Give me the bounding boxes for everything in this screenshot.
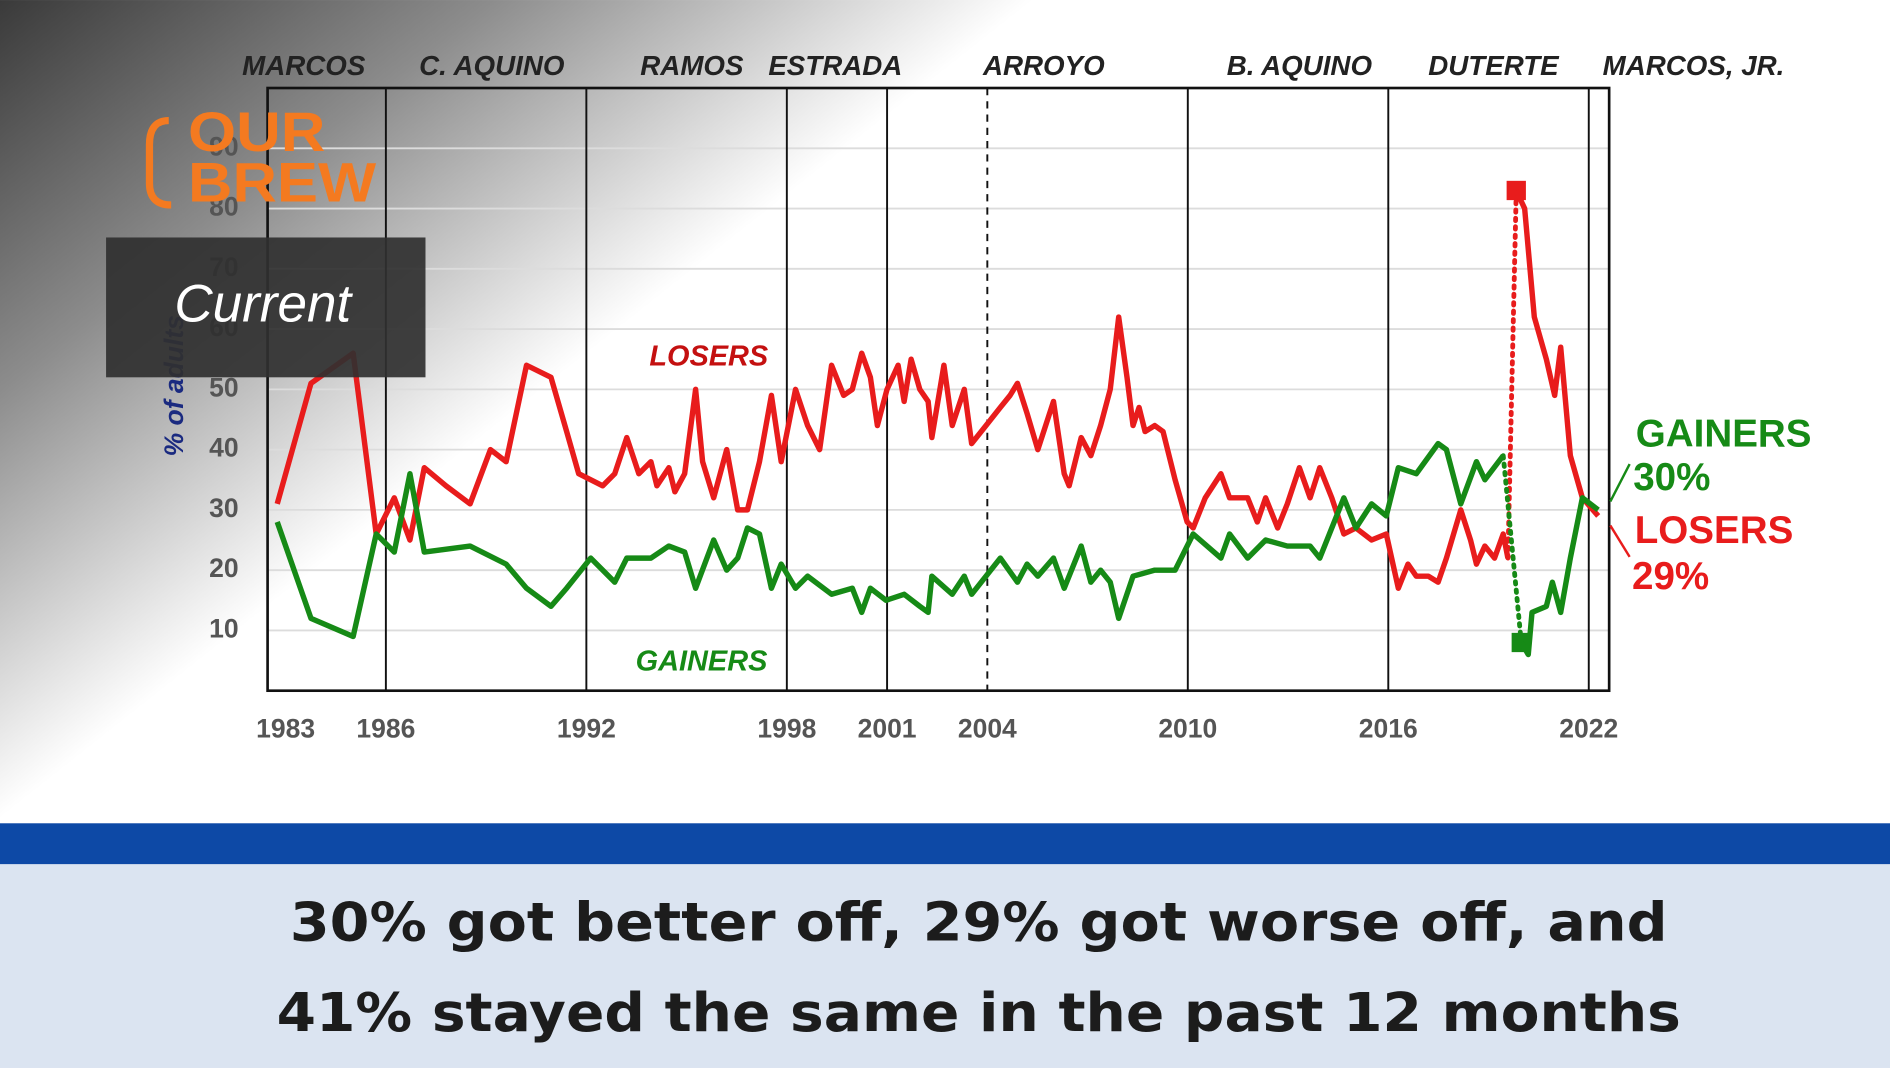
period-label: MARCOS: [242, 50, 366, 81]
caption-line: 41% stayed the same in the past 12 month…: [277, 982, 1681, 1044]
background: [0, 0, 1890, 824]
y-tick-label: 80: [209, 192, 238, 222]
y-tick-label: 30: [209, 493, 238, 523]
pointer: [1609, 463, 1631, 503]
caption-panel: [0, 864, 1890, 1068]
plot-frame: [266, 86, 1611, 693]
y-tick-label: 40: [209, 433, 238, 463]
series-label: GAINERS: [636, 646, 768, 678]
end-value-label: 29%: [1632, 555, 1709, 598]
logo-text: OUR: [188, 101, 325, 163]
y-tick-label: 90: [209, 131, 238, 161]
end-label: GAINERS: [1636, 413, 1812, 456]
badge-box: [106, 237, 426, 378]
blue-band: [0, 823, 1890, 865]
y-tick-label: 50: [209, 372, 238, 402]
end-label: LOSERS: [1635, 509, 1794, 552]
y-tick-label: 10: [209, 613, 238, 643]
period-label: RAMOS: [640, 50, 744, 81]
period-label: MARCOS, JR.: [1603, 50, 1785, 81]
x-tick-label: 2022: [1559, 713, 1618, 743]
series-line: [274, 189, 1601, 591]
x-tick-label: 2010: [1158, 713, 1217, 743]
pointer: [1609, 524, 1631, 558]
period-label: C. AQUINO: [419, 50, 565, 81]
gap-connector: [1500, 453, 1524, 645]
end-value-label: 30%: [1633, 456, 1710, 499]
period-label: DUTERTE: [1428, 50, 1560, 81]
series-line: [274, 440, 1600, 658]
caption-line: 30% got better off, 29% got worse off, a…: [290, 891, 1668, 953]
x-tick-label: 1992: [557, 713, 616, 743]
logo-cup: [145, 116, 172, 209]
logo: OUR BREW: [145, 101, 377, 213]
logo-text: BREW: [188, 151, 377, 213]
x-tick-label: 2004: [958, 713, 1017, 743]
x-tick-label: 1998: [757, 713, 816, 743]
period-label: B. AQUINO: [1227, 50, 1373, 81]
x-tick-label: 2016: [1359, 713, 1418, 743]
plot: 1020304050607080901983198619921998200120…: [159, 50, 1812, 744]
period-label: ARROYO: [982, 50, 1105, 81]
y-tick-label: 20: [209, 553, 238, 583]
badge: Current: [174, 274, 353, 333]
series-label: LOSERS: [649, 341, 768, 373]
period-label: ESTRADA: [768, 50, 902, 81]
x-tick-label: 1983: [256, 713, 315, 743]
x-tick-label: 2001: [858, 713, 917, 743]
x-tick-label: 1986: [356, 713, 415, 743]
